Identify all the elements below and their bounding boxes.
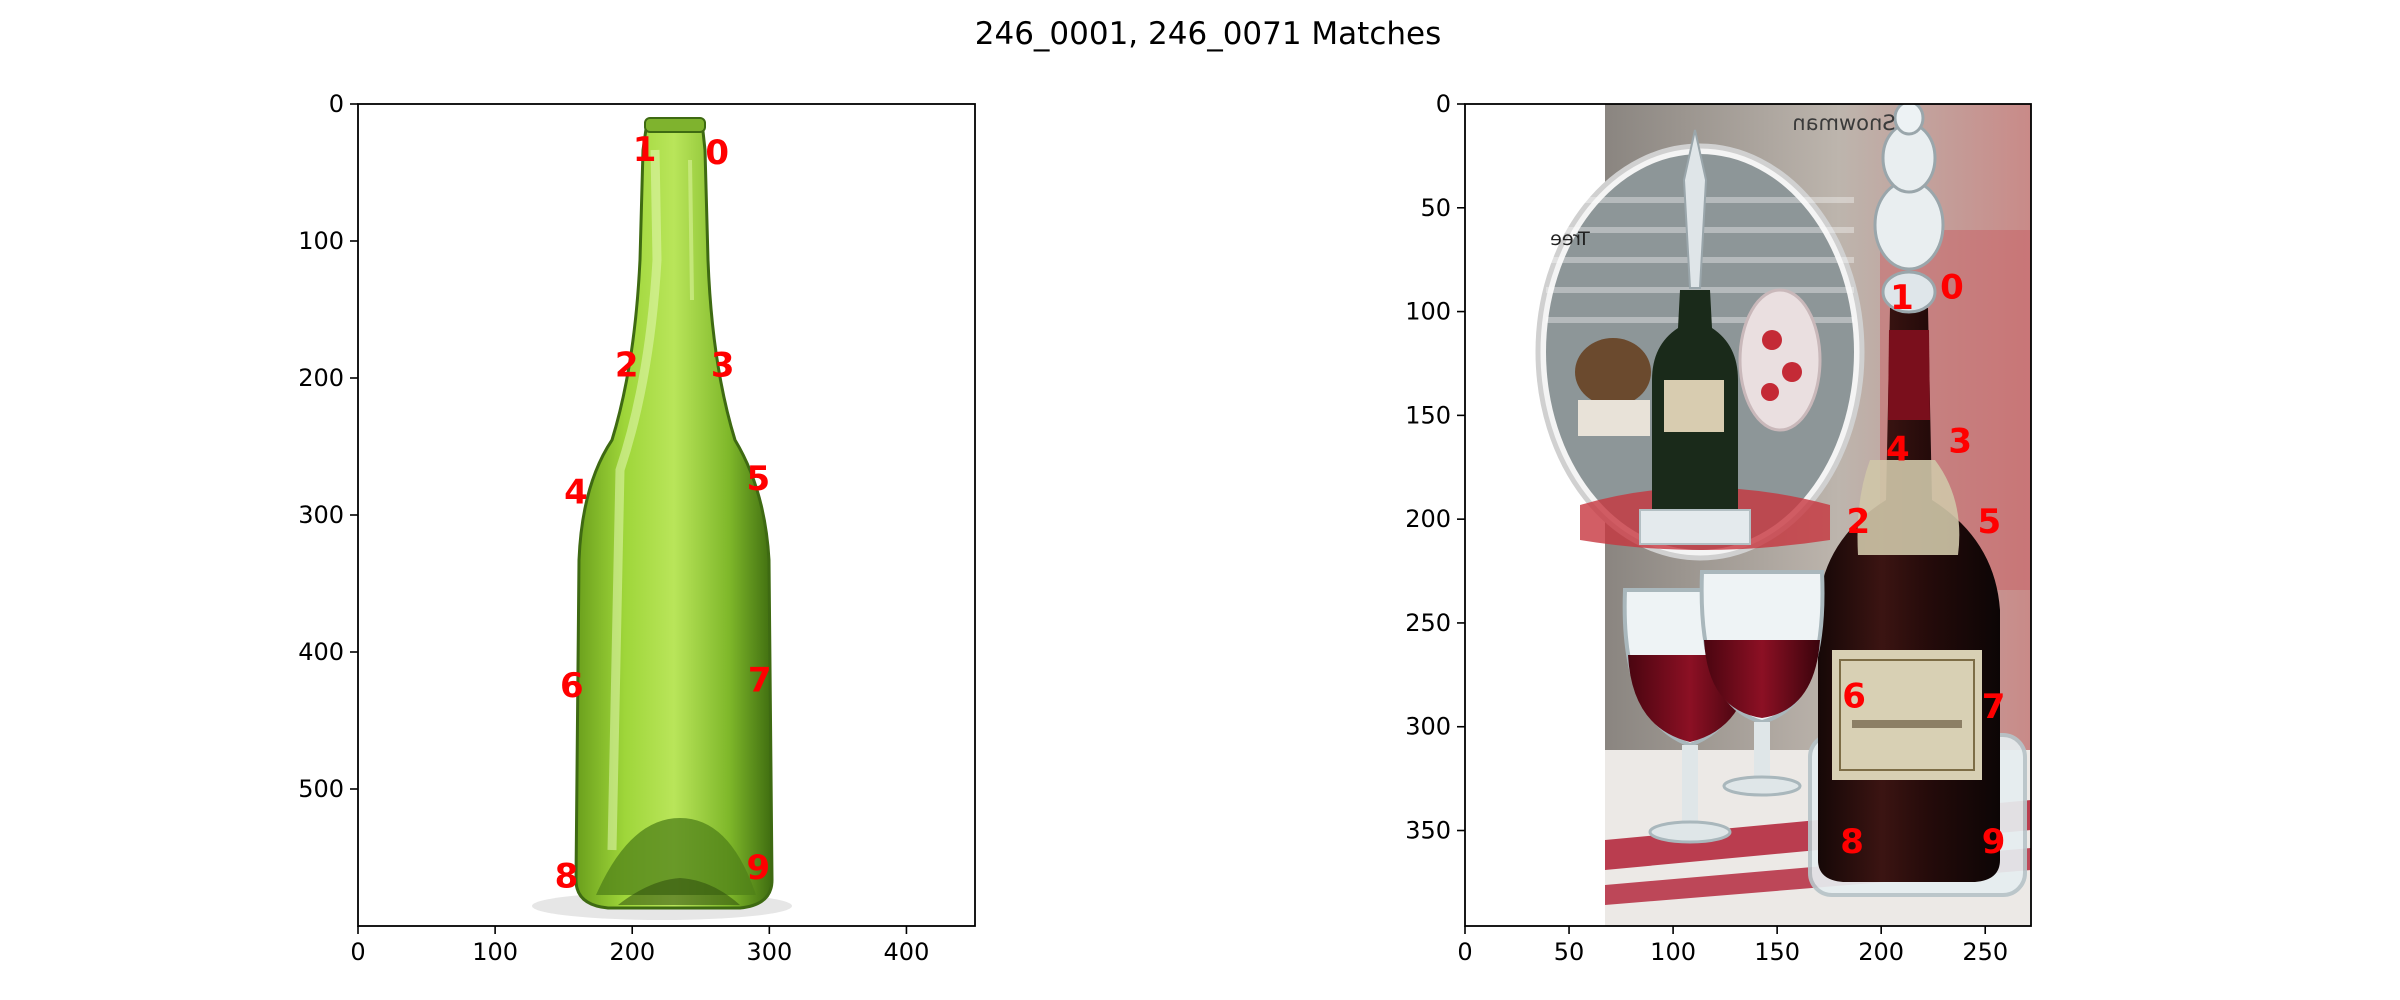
x-tick-label: 200 (609, 938, 655, 966)
y-tick-label: 100 (1405, 298, 1451, 326)
keypoint-9: 9 (1982, 822, 2006, 862)
image-wine-scene: Snowman Tree (1465, 104, 2031, 926)
figure-title: 246_0001, 246_0071 Matches (975, 16, 1442, 52)
keypoint-labels: 0 1 2 3 4 5 6 7 8 9 (555, 130, 772, 896)
x-tick-label: 50 (1554, 938, 1585, 966)
keypoint-9: 9 (747, 848, 771, 888)
y-tick-label: 150 (1405, 401, 1451, 429)
keypoint-3: 3 (711, 345, 735, 385)
keypoint-7: 7 (748, 660, 772, 700)
y-tick-label: 100 (298, 227, 344, 255)
y-tick-label: 50 (1420, 194, 1451, 222)
keypoint-0: 0 (1940, 268, 1964, 308)
x-tick-label: 400 (884, 938, 930, 966)
x-tick-label: 200 (1858, 938, 1904, 966)
panel-left: 0 100 200 300 400 0 100 200 300 400 500 0 1 2 3 4 5 6 7 8 9 (298, 90, 976, 966)
x-tick-label: 0 (350, 938, 365, 966)
image-text-snowman: Snowman (1792, 111, 1895, 135)
axes-frame (1464, 103, 2032, 927)
keypoint-2: 2 (1846, 502, 1870, 542)
axis-ticks: 0 100 200 300 400 0 100 200 300 400 500 (298, 90, 929, 966)
keypoint-5: 5 (747, 459, 771, 499)
x-tick-label: 100 (472, 938, 518, 966)
y-tick-label: 0 (1436, 90, 1451, 118)
x-tick-label: 250 (1962, 938, 2008, 966)
panel-right: Snowman Tree 0 50 100 150 200 250050100150200… (1405, 90, 2032, 966)
keypoint-6: 6 (1842, 677, 1866, 717)
y-tick-label: 400 (298, 638, 344, 666)
keypoint-7: 7 (1982, 687, 2006, 727)
keypoint-3: 3 (1948, 421, 1972, 461)
keypoint-2: 2 (615, 345, 639, 385)
keypoint-0: 0 (705, 133, 729, 173)
y-tick-label: 200 (298, 364, 344, 392)
y-tick-label: 350 (1405, 817, 1451, 845)
x-tick-label: 150 (1754, 938, 1800, 966)
y-tick-label: 250 (1405, 609, 1451, 637)
y-tick-label: 200 (1405, 505, 1451, 533)
image-green-bottle (358, 104, 975, 926)
keypoint-4: 4 (1886, 430, 1910, 470)
y-tick-label: 300 (1405, 713, 1451, 741)
y-tick-label: 0 (329, 90, 344, 118)
keypoint-5: 5 (1978, 502, 2002, 542)
keypoint-4: 4 (564, 473, 588, 513)
image-text-tree: Tree (1550, 228, 1591, 250)
y-tick-label: 300 (298, 501, 344, 529)
keypoint-1: 1 (1890, 278, 1914, 318)
keypoint-labels: 01 2 34 5 6 7 8 9 (1840, 268, 2005, 862)
keypoint-8: 8 (555, 856, 579, 896)
x-tick-label: 100 (1650, 938, 1696, 966)
y-tick-label: 500 (298, 775, 344, 803)
x-tick-label: 300 (746, 938, 792, 966)
keypoint-8: 8 (1840, 822, 1864, 862)
keypoint-1: 1 (633, 130, 657, 170)
x-tick-label: 0 (1457, 938, 1472, 966)
keypoint-6: 6 (560, 666, 584, 706)
